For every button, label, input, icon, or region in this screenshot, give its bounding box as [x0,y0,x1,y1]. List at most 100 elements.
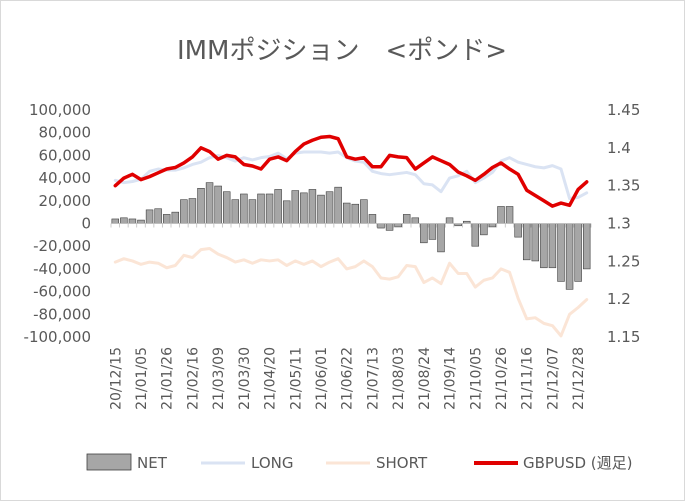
legend-label-short: SHORT [376,454,428,472]
bar-net [505,206,514,224]
left-tick-label: 80,000 [39,124,92,142]
bar-net [180,199,188,224]
bar-net [445,217,454,224]
bar-net [188,198,197,224]
right-tick-label: 1.15 [607,328,640,346]
right-tick-label: 1.2 [607,290,631,308]
chart-title: IMMポジション <ポンド> [177,36,507,66]
bar-net [145,209,154,224]
x-tick-label: 21/11/16 [520,347,536,410]
legend-label-net: NET [137,454,168,472]
bar-net [540,223,548,269]
legend-label-long: LONG [251,454,293,472]
x-axis: 20/12/15 21/01/05 21/01/26 21/02/16 21/03/09… [108,347,587,410]
bar-net [265,193,274,224]
x-tick-label: 21/01/26 [160,347,176,410]
bar-net [197,188,205,224]
x-tick-label: 21/02/16 [185,347,201,410]
x-tick-label: 21/03/30 [237,347,253,410]
left-tick-label: -100,000 [24,328,91,346]
bar-net [154,208,162,224]
bar-net [360,199,368,224]
right-tick-label: 1.4 [607,139,631,157]
bar-net [222,191,231,224]
bar-net [300,192,308,224]
bar-net [111,218,120,224]
x-tick-label: 21/04/20 [263,347,279,410]
bar-net [428,223,437,240]
x-tick-label: 21/09/14 [443,347,459,410]
left-tick-label: 60,000 [39,146,92,164]
legend: NET LONG SHORT GBPUSD (週足) [86,453,632,472]
left-tick-label: -80,000 [33,305,91,323]
bar-net [497,206,505,224]
bar-net [531,223,540,262]
bar-net [257,193,265,224]
bar-net [171,211,180,224]
left-tick-label: -20,000 [33,237,91,255]
legend-swatch-net [86,453,132,471]
bar-net [548,223,557,269]
bar-net [377,223,385,229]
x-tick-label: 21/06/01 [314,347,330,410]
bar-net [402,214,411,224]
bar-net [522,223,531,261]
left-tick-label: 20,000 [39,192,92,210]
bar-net [231,199,240,224]
left-tick-label: -60,000 [33,283,91,301]
bar-net [248,199,257,224]
x-tick-label: 20/12/15 [108,347,124,410]
left-tick-label: 100,000 [29,101,91,119]
bar-net [565,223,574,290]
right-axis: 1.45 1.4 1.35 1.3 1.25 1.2 1.15 [607,101,640,346]
line-gbpusd [113,134,589,208]
bar-net [162,214,171,224]
bar-net [128,218,137,224]
x-tick-label: 21/07/13 [365,347,381,410]
bar-net [385,223,394,231]
bar-net [514,223,522,238]
x-tick-label: 21/08/24 [417,347,433,410]
bar-net [411,217,420,224]
bar-net [137,219,145,224]
bar-net [368,214,377,224]
bar-net [471,223,480,247]
bar-net [342,202,351,224]
bar-net [240,193,248,224]
right-tick-label: 1.25 [607,252,640,270]
x-tick-label: 21/12/28 [571,347,587,410]
right-tick-label: 1.3 [607,215,631,233]
bar-net [437,223,445,253]
bar-net [394,223,402,228]
left-axis: 100,000 80,000 60,000 40,000 20,000 0 -20,000 -… [24,101,91,346]
right-tick-label: 1.45 [607,101,640,119]
x-tick-label: 21/10/05 [468,347,484,410]
bar-net [557,223,565,282]
x-tick-label: 21/05/11 [288,347,304,410]
bar-net [325,191,334,224]
bar-net [574,223,582,282]
bar-net [351,203,360,224]
x-tick-label: 21/10/26 [494,347,510,410]
bar-net [480,223,488,236]
bar-net [291,190,300,224]
x-tick-label: 21/06/22 [340,347,356,410]
bar-net [274,189,282,224]
bar-net [582,223,591,270]
bar-net [317,194,325,224]
line-short [113,246,589,338]
bar-net [488,223,497,228]
bar-net [334,186,342,224]
legend-label-gbpusd: GBPUSD (週足) [523,454,632,472]
bar-net [120,217,128,224]
x-tick-label: 21/03/09 [211,347,227,410]
left-tick-label: 40,000 [39,169,92,187]
x-tick-label: 21/08/03 [391,347,407,410]
right-tick-label: 1.35 [607,177,640,195]
x-tick-label: 21/12/07 [545,347,561,410]
left-tick-label: 0 [81,215,91,233]
bar-net [308,189,317,224]
left-tick-label: -40,000 [33,260,91,278]
plot-area [110,134,592,338]
